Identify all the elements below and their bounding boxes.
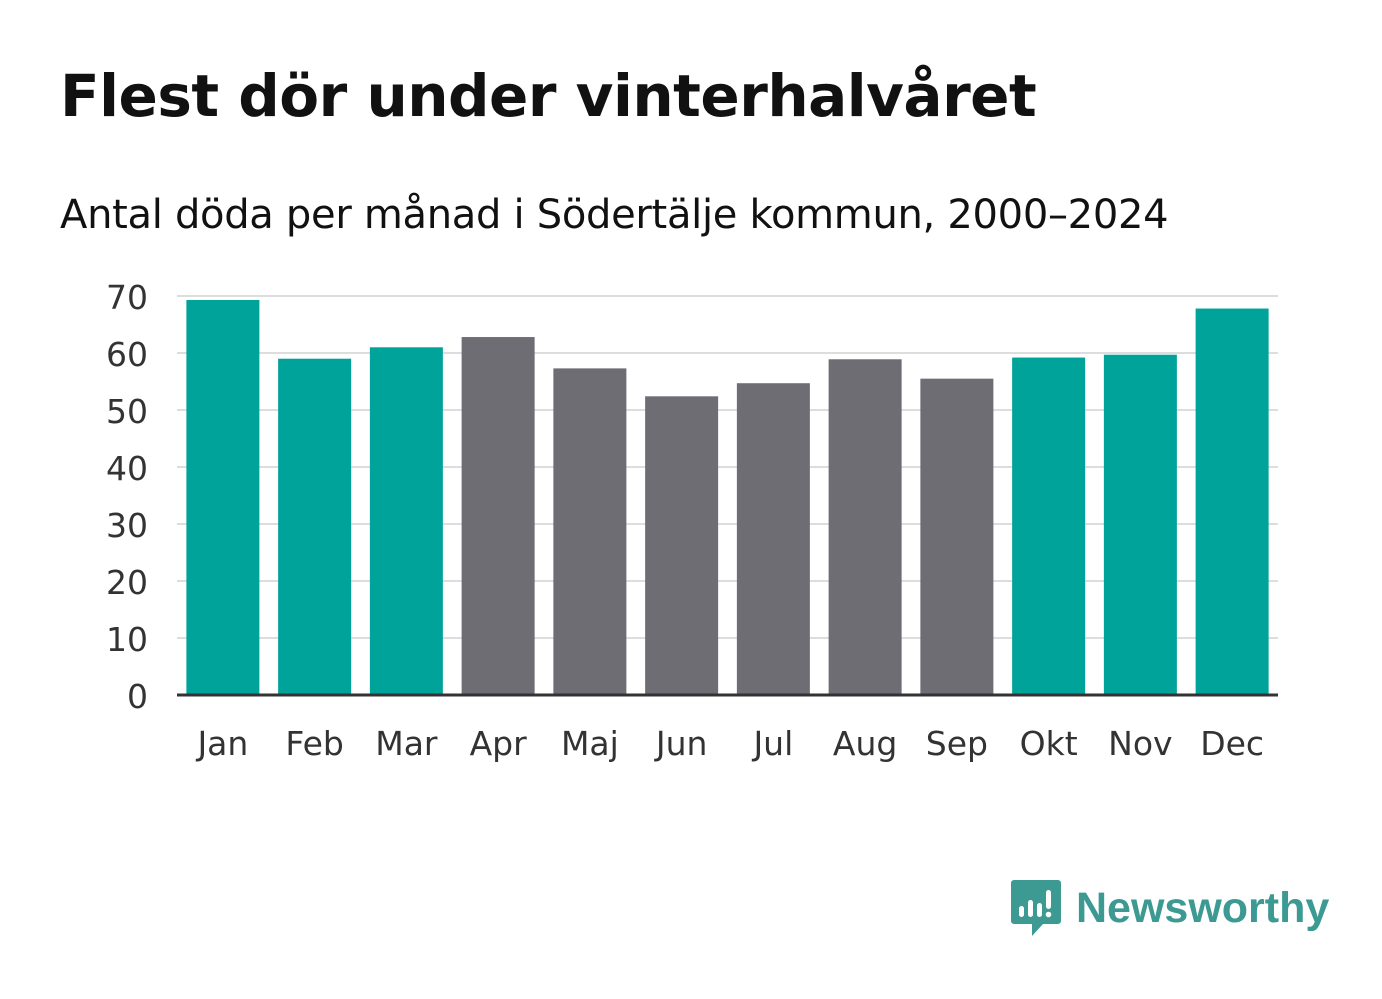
y-axis-ticks: 0 10 20 30 40 50 60 70 — [106, 278, 148, 716]
x-tick-label: Jan — [195, 724, 248, 763]
y-tick-label: 40 — [106, 449, 148, 488]
y-tick-label: 60 — [106, 335, 148, 374]
chart-title: Flest dör under vinterhalvåret — [60, 62, 1037, 130]
x-tick-label: Okt — [1020, 724, 1078, 763]
bar-okt — [1012, 357, 1086, 695]
x-axis-ticks: Jan Feb Mar Apr Maj Jun Jul Aug Sep Okt Nov Dec — [195, 724, 1264, 763]
bar-mar — [369, 347, 443, 695]
x-tick-label: Apr — [470, 724, 528, 763]
bar-apr — [461, 337, 535, 695]
bar-jul — [736, 383, 810, 695]
x-tick-label: Dec — [1200, 724, 1264, 763]
y-tick-label: 20 — [106, 563, 148, 602]
bar-feb — [278, 358, 352, 695]
y-tick-label: 50 — [106, 392, 148, 431]
bar-sep — [920, 378, 994, 695]
bar-nov — [1103, 354, 1177, 695]
y-tick-label: 0 — [127, 677, 148, 716]
x-tick-label: Aug — [833, 724, 897, 763]
x-tick-label: Maj — [561, 724, 619, 763]
brand-name: Newsworthy — [1076, 883, 1330, 932]
y-tick-label: 30 — [106, 506, 148, 545]
bar-maj — [553, 368, 627, 695]
y-tick-label: 70 — [106, 278, 148, 317]
bar-aug — [828, 359, 902, 695]
bar-jun — [645, 396, 719, 695]
bars — [186, 299, 1269, 695]
x-tick-label: Jun — [654, 724, 708, 763]
gridlines — [177, 295, 1278, 639]
chart-subtitle: Antal döda per månad i Södertälje kommun… — [60, 192, 1169, 238]
bar-dec — [1195, 308, 1269, 695]
y-tick-label: 10 — [106, 620, 148, 659]
x-tick-label: Jul — [751, 724, 793, 763]
x-tick-label: Feb — [285, 724, 343, 763]
x-tick-label: Mar — [375, 724, 438, 763]
bar-jan — [186, 299, 260, 695]
x-tick-label: Sep — [926, 724, 988, 763]
newsworthy-logo: Newsworthy — [1010, 878, 1329, 938]
chart-speech-bubble-icon — [1011, 880, 1061, 936]
x-tick-label: Nov — [1108, 724, 1172, 763]
